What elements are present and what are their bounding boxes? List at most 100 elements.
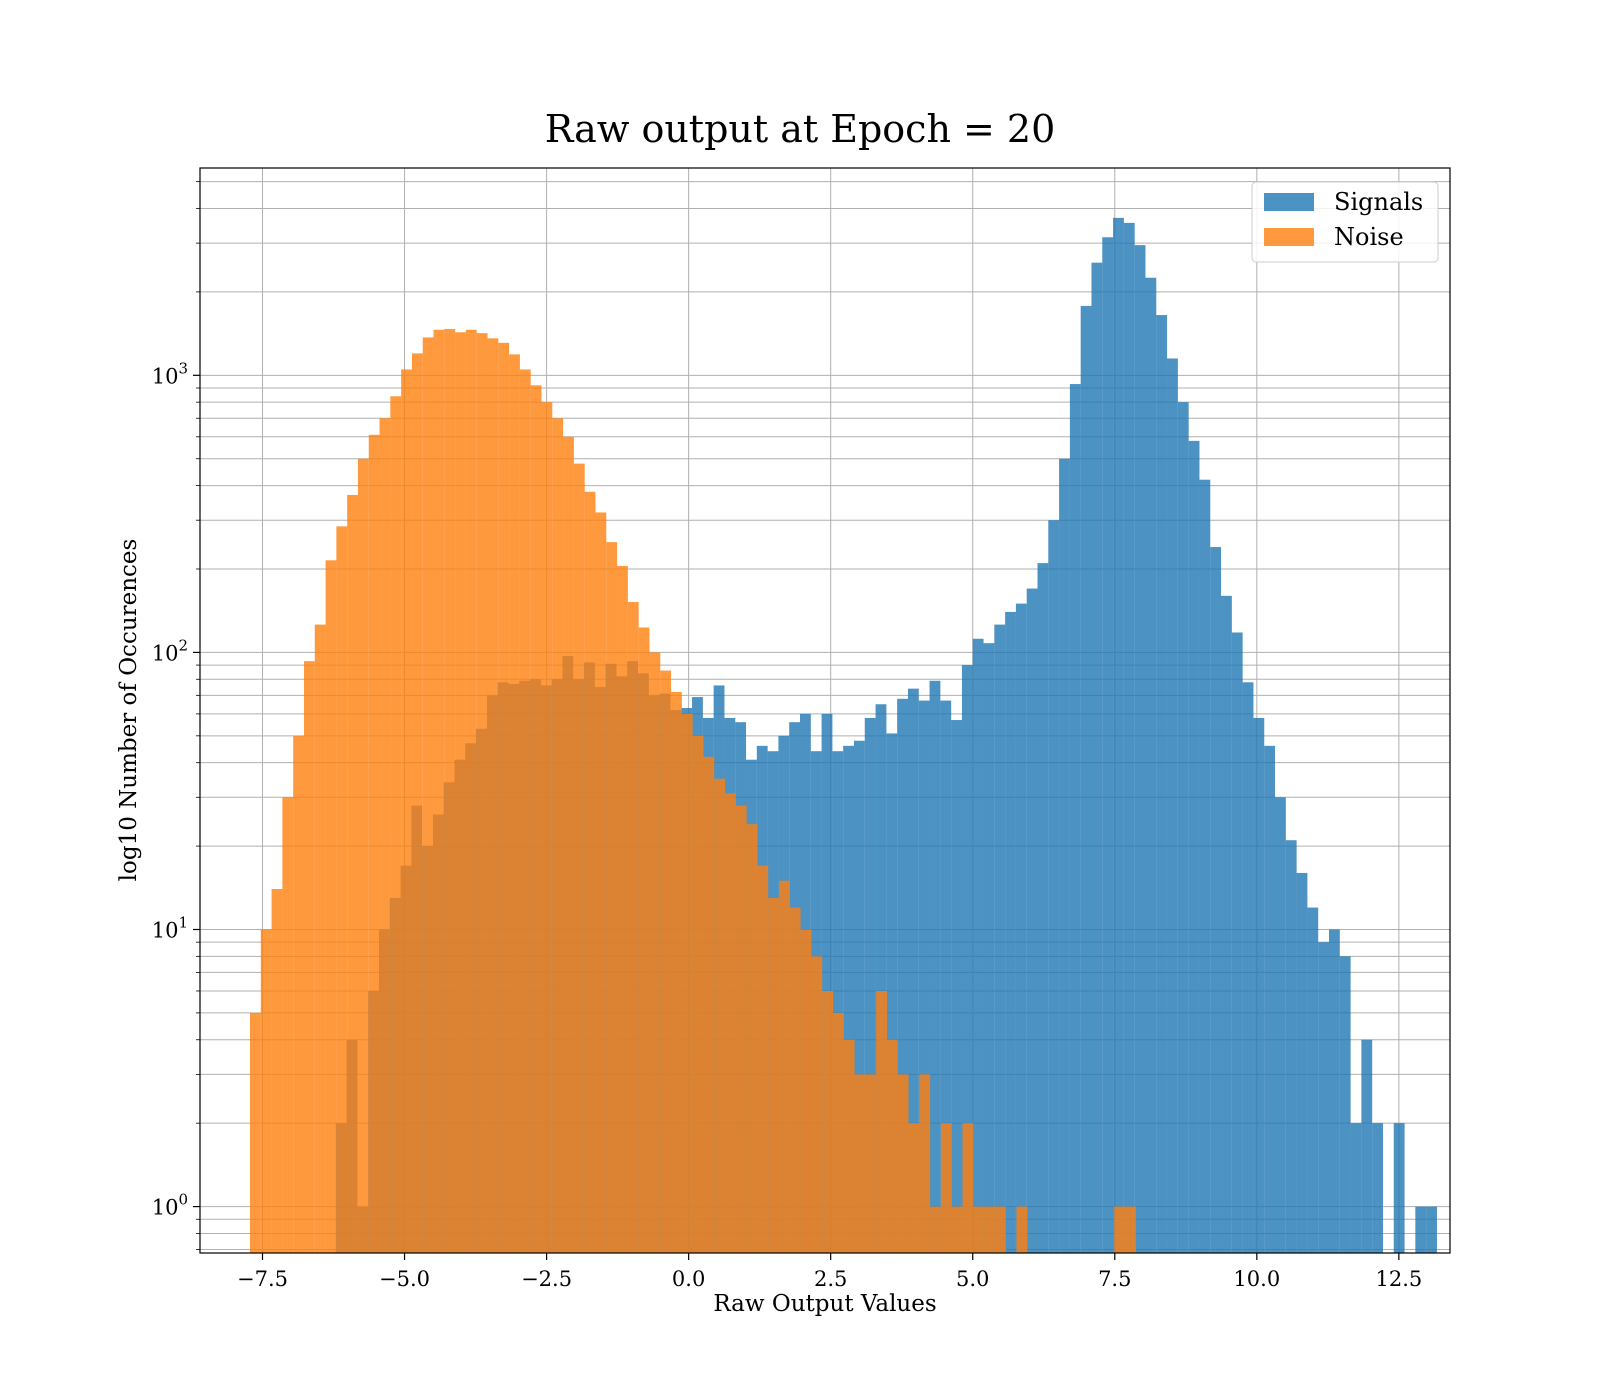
- histogram-bar: [595, 512, 607, 1253]
- legend-label-noise: Noise: [1334, 223, 1404, 251]
- histogram-bar: [1318, 942, 1330, 1253]
- histogram-bar: [800, 929, 812, 1253]
- histogram-bar: [692, 735, 704, 1253]
- histogram-bar: [854, 1074, 866, 1253]
- histogram-bar: [951, 1206, 963, 1253]
- histogram-bar: [368, 434, 380, 1254]
- histogram-bar: [638, 627, 650, 1253]
- histogram-bar: [1167, 358, 1178, 1253]
- histogram-bar: [875, 704, 887, 1253]
- histogram-bar: [757, 865, 769, 1253]
- histogram-bar: [918, 700, 930, 1253]
- histogram-bar: [681, 713, 693, 1253]
- histogram-bar: [1231, 632, 1243, 1253]
- histogram-bar: [1296, 872, 1308, 1253]
- y-tick-label: 102: [152, 636, 188, 665]
- histogram-bar: [1102, 237, 1114, 1253]
- histogram-bar: [401, 369, 412, 1253]
- histogram-bar: [519, 369, 531, 1253]
- x-tick-label: 2.5: [814, 1267, 847, 1291]
- histogram-bar: [1264, 745, 1276, 1253]
- histogram-bar: [541, 402, 553, 1253]
- histogram-bar: [1339, 956, 1351, 1253]
- histogram-bar: [1026, 588, 1038, 1253]
- histogram-bar: [951, 720, 962, 1253]
- histogram-bar: [1393, 1123, 1405, 1253]
- legend-label-signals: Signals: [1334, 188, 1423, 216]
- histogram-bar: [821, 713, 833, 1253]
- histogram-bar: [703, 756, 715, 1253]
- histogram-bar: [929, 680, 941, 1253]
- histogram-bar: [886, 1039, 898, 1253]
- histogram-bar: [778, 880, 790, 1253]
- histogram-bar: [347, 494, 358, 1253]
- histogram-bar: [303, 661, 315, 1253]
- histogram-bar: [411, 353, 423, 1253]
- histogram-bar: [433, 329, 445, 1254]
- histogram-bar: [357, 458, 369, 1254]
- histogram-bar: [789, 907, 801, 1253]
- histogram-bar: [1221, 595, 1232, 1253]
- legend-swatch-signals: [1264, 193, 1314, 211]
- histogram-bar: [282, 797, 294, 1253]
- histogram-bar: [832, 1012, 844, 1253]
- histogram-bar: [260, 929, 272, 1253]
- histogram-bar: [487, 338, 499, 1253]
- histogram-bar: [1156, 315, 1168, 1253]
- histogram-bar: [886, 733, 898, 1253]
- histogram-bar: [509, 354, 520, 1253]
- y-tick-label: 100: [152, 1191, 188, 1220]
- histogram-bar: [973, 1206, 985, 1253]
- histogram-bar: [907, 688, 919, 1253]
- histogram-bar: [271, 889, 283, 1253]
- histogram-bar: [822, 990, 833, 1253]
- histogram-bar: [660, 670, 672, 1253]
- histogram-bar: [1177, 402, 1189, 1253]
- legend: Signals Noise: [1251, 181, 1439, 263]
- histogram-bar: [1361, 1039, 1373, 1253]
- histogram-bar: [552, 418, 564, 1253]
- x-axis-label: Raw Output Values: [713, 1291, 936, 1317]
- histogram-bar: [725, 793, 736, 1253]
- plot-frame: [199, 167, 1451, 1254]
- histogram-bar: [498, 342, 510, 1254]
- histogram-bar: [1091, 262, 1103, 1253]
- histogram-bar: [1113, 217, 1124, 1254]
- x-tick-label: 7.5: [1098, 1267, 1131, 1291]
- x-tick-label: −5.0: [379, 1267, 430, 1291]
- x-tick-label: −7.5: [237, 1267, 288, 1291]
- histogram-bar: [735, 805, 747, 1253]
- histogram-bar: [940, 700, 952, 1253]
- histogram-bar: [1350, 1123, 1362, 1253]
- histogram-bar: [455, 332, 466, 1253]
- histogram-bar: [1048, 520, 1060, 1253]
- histogram-bar: [1242, 682, 1254, 1253]
- histogram-bar: [853, 740, 865, 1253]
- histogram-bar: [617, 566, 628, 1253]
- histogram-bar: [250, 1012, 261, 1253]
- x-tick-label: 12.5: [1375, 1267, 1422, 1291]
- histogram-bar: [962, 1123, 974, 1253]
- histogram-bar: [627, 602, 639, 1253]
- histogram-bar: [1037, 563, 1049, 1253]
- y-tick-label: 103: [152, 359, 188, 388]
- histogram-bar: [530, 385, 542, 1253]
- histogram-bar: [1016, 1206, 1028, 1253]
- histogram-bar: [1210, 547, 1222, 1253]
- x-tick-label: 5.0: [956, 1267, 989, 1291]
- histogram-bar: [1372, 1123, 1383, 1253]
- histogram-bar: [1188, 440, 1200, 1253]
- histogram-bar: [314, 624, 326, 1253]
- histogram-bar: [897, 1074, 909, 1253]
- legend-swatch-noise: [1264, 228, 1314, 246]
- histogram-bar: [1415, 1206, 1427, 1253]
- histogram-bar: [843, 745, 855, 1253]
- histogram-bar: [972, 638, 984, 1253]
- x-tick-label: −2.5: [521, 1267, 572, 1291]
- histogram-bar: [994, 1206, 1006, 1253]
- chart-title: Raw output at Epoch = 20: [545, 107, 1056, 151]
- histogram-bar: [1328, 929, 1340, 1253]
- histogram-bar: [1426, 1206, 1437, 1253]
- histogram-bar: [1123, 222, 1135, 1253]
